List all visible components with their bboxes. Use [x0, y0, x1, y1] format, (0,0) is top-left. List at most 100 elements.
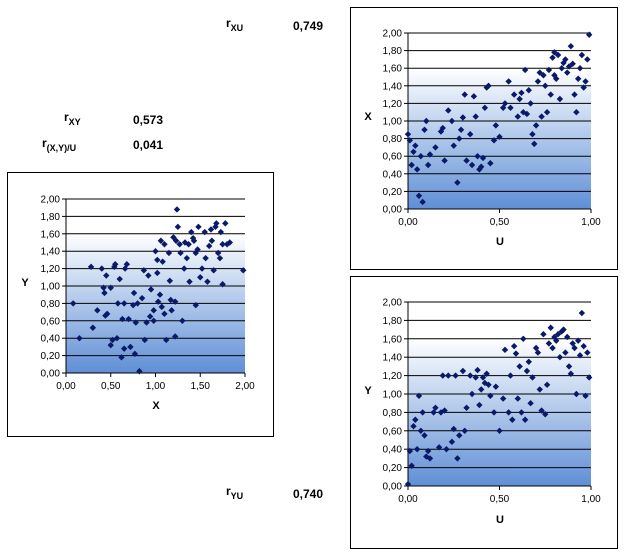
data-point [554, 331, 562, 338]
data-point [426, 151, 434, 158]
data-point [450, 425, 457, 433]
data-point [483, 370, 490, 377]
data-point [172, 237, 180, 244]
data-point [154, 298, 162, 305]
y-tick-label: 0,80 [41, 299, 61, 310]
data-point [138, 294, 146, 302]
data-point [556, 95, 564, 103]
x-tick-label: 0,00 [398, 217, 418, 228]
data-point [521, 66, 529, 74]
data-point [536, 69, 543, 76]
y-tick-label: 0,80 [383, 408, 403, 419]
data-point [87, 263, 95, 271]
data-point [478, 386, 485, 393]
data-point [525, 358, 532, 365]
data-point [180, 265, 188, 272]
data-point [143, 319, 150, 326]
data-point [226, 239, 233, 246]
data-point [412, 416, 419, 423]
y-axis-title: Y [364, 385, 372, 397]
data-point [435, 444, 443, 451]
data-point [490, 409, 498, 416]
y-tick-label: 1,40 [383, 81, 403, 92]
data-point [185, 241, 192, 248]
y-tick-label: 1,60 [41, 229, 61, 240]
data-point [459, 114, 467, 121]
data-point [171, 298, 179, 305]
x-tick-label: 0,50 [490, 217, 510, 228]
data-point [576, 352, 584, 359]
data-point [467, 131, 474, 138]
data-point [470, 93, 478, 100]
data-point [481, 104, 489, 111]
y-tick-label: 1,20 [383, 99, 403, 110]
data-point [468, 161, 476, 169]
data-point [516, 95, 523, 103]
data-point [474, 366, 481, 374]
data-point [496, 427, 503, 434]
data-point [456, 135, 463, 142]
data-point [567, 43, 575, 50]
data-point [417, 427, 425, 434]
chart-panel-yu: 0,00 0,20 0,40 0,60 0,80 1,00 1,20 1,40 1,60 1,80… [350, 276, 618, 549]
y-tick-label: 0,00 [383, 482, 403, 493]
y-tick-label: 0,20 [383, 187, 403, 198]
y-tick-label: 1,40 [383, 353, 403, 364]
data-point [467, 372, 474, 379]
data-point [423, 453, 430, 460]
data-point [190, 237, 198, 244]
data-point [421, 432, 428, 439]
label-r-xy-given-u: r(X,Y)/U [42, 136, 77, 153]
y-tick-label: 2,00 [41, 195, 61, 206]
data-point [424, 447, 432, 455]
x-tick-label: 0,50 [490, 494, 510, 505]
y-tick-label: 2,00 [383, 29, 403, 40]
data-point [171, 333, 179, 340]
data-point [174, 223, 182, 231]
data-point [154, 269, 161, 277]
data-point [222, 220, 229, 227]
data-point [132, 319, 140, 326]
chart-xu: 0,00 0,20 0,40 0,60 0,80 1,00 1,20 1,40 1,60 1,80… [364, 29, 601, 249]
data-point [454, 455, 461, 462]
data-point [69, 300, 77, 307]
data-point [445, 107, 452, 114]
data-point [408, 462, 415, 469]
data-point [510, 342, 518, 350]
data-point [154, 256, 161, 264]
x-tick-label: 1,50 [191, 381, 211, 392]
data-point [103, 272, 110, 279]
data-point [189, 234, 197, 242]
data-point [134, 300, 141, 307]
data-point [112, 261, 119, 268]
data-point [417, 153, 425, 160]
data-point [430, 409, 437, 416]
data-point [413, 166, 421, 173]
data-point [147, 286, 155, 293]
data-point [527, 400, 534, 407]
chart-panel-xy: 0,00 0,20 0,40 0,60 0,80 1,00 1,20 1,40 1,60 1,80… [7, 172, 274, 437]
data-point [547, 324, 554, 331]
x-tick-label: 0,50 [101, 381, 121, 392]
data-point [214, 249, 222, 257]
data-point [166, 277, 174, 284]
y-tick-label: 1,00 [383, 390, 403, 401]
data-point [554, 51, 562, 59]
data-point [426, 455, 434, 462]
data-point [100, 284, 107, 291]
data-point [204, 278, 211, 285]
y-tick-label: 1,60 [383, 64, 403, 75]
data-point [487, 160, 494, 167]
data-point [461, 91, 468, 98]
data-point [119, 315, 126, 323]
data-point [410, 423, 417, 430]
y-axis-title: X [364, 111, 372, 123]
data-point [553, 75, 560, 82]
data-point [582, 78, 589, 85]
data-point [213, 220, 220, 227]
y-tick-label: 0,40 [41, 334, 61, 345]
data-point [165, 249, 173, 257]
label-r-xu: rXU [226, 16, 244, 33]
data-point [432, 144, 439, 151]
data-point [179, 317, 186, 324]
